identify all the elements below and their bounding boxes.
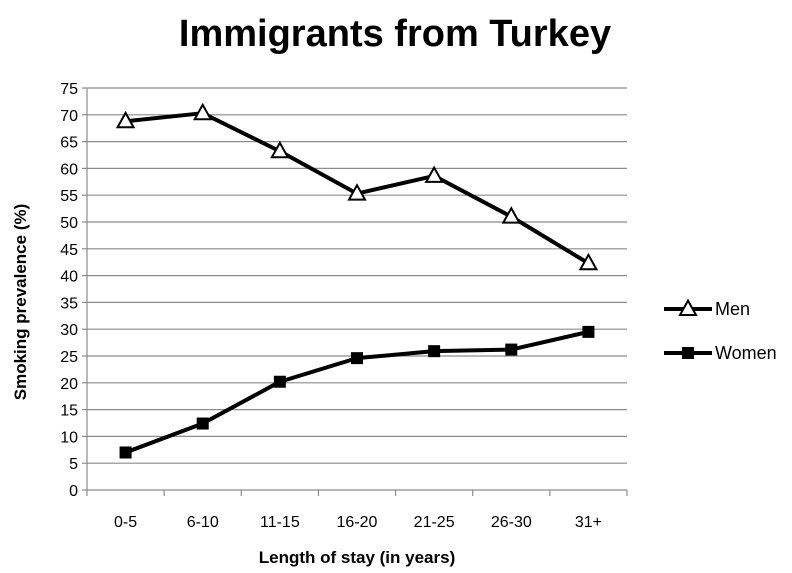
legend-marker (682, 347, 694, 359)
legend-item-men: Men (664, 298, 750, 319)
y-tick-label: 50 (60, 215, 78, 232)
data-point-men-11-15 (270, 140, 290, 159)
axes: 0 5 10 15 20 25 30 35 40 45 50 55 60 65 70 75 0-5 6-10 11-… (60, 81, 628, 531)
y-tick-label: 0 (69, 483, 78, 500)
y-tick-label: 55 (60, 188, 78, 205)
series-women (119, 325, 595, 459)
data-point-women-6-10 (196, 417, 209, 430)
x-tick-label: 16-20 (337, 514, 378, 531)
data-point-men-16-20 (347, 183, 367, 201)
data-point-women-11-15 (273, 375, 286, 388)
data-point-men-31+ (578, 252, 599, 271)
x-axis-title: Length of stay (in years) (259, 548, 455, 567)
y-tick-label: 30 (60, 322, 78, 339)
legend-label: Men (715, 299, 750, 319)
data-point-women-16-20 (351, 352, 363, 365)
data-point-men-21-25 (424, 165, 444, 183)
data-point-women-31+ (582, 325, 595, 338)
x-tick-label: 6-10 (187, 514, 219, 531)
data-point-men-26-30 (501, 206, 521, 224)
legend-marker (678, 298, 698, 316)
x-tick-label: 26-30 (491, 514, 532, 531)
y-tick-label: 35 (60, 295, 78, 312)
y-tick-label: 5 (69, 456, 78, 473)
x-tick-label: 0-5 (114, 514, 137, 531)
x-tick-label: 31+ (575, 514, 602, 531)
legend: Men Women (664, 298, 777, 363)
y-tick-label: 65 (60, 135, 78, 152)
series-men (115, 102, 599, 271)
data-point-men-6-10 (193, 102, 213, 121)
y-tick-label: 20 (60, 376, 78, 393)
y-tick-label: 25 (60, 349, 78, 366)
y-tick-label: 70 (60, 108, 78, 125)
data-point-women-0-5 (119, 446, 132, 459)
data-point-women-21-25 (428, 345, 441, 358)
chart-title: Immigrants from Turkey (179, 13, 611, 55)
data-point-women-26-30 (505, 343, 518, 356)
y-tick-label: 75 (60, 81, 78, 98)
plot-area (115, 102, 599, 459)
data-point-men-0-5 (115, 110, 136, 129)
y-tick-label: 60 (60, 161, 78, 178)
y-tick-label: 10 (60, 429, 78, 446)
y-tick-label: 40 (60, 269, 78, 286)
y-axis-title: Smoking prevalence (%) (11, 204, 30, 401)
x-tick-label: 11-15 (260, 514, 300, 531)
x-tick-label: 21-25 (414, 514, 455, 531)
legend-item-women: Women (664, 343, 777, 363)
y-tick-label: 15 (60, 403, 78, 420)
y-tick-label: 45 (60, 242, 78, 259)
legend-label: Women (715, 343, 777, 363)
